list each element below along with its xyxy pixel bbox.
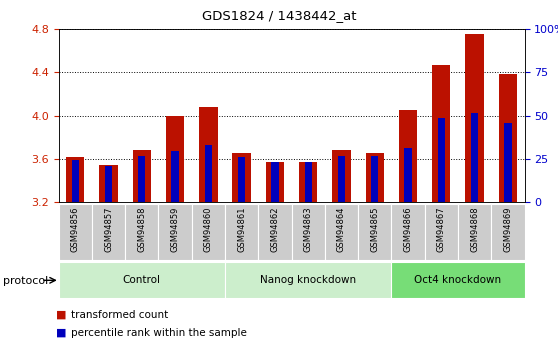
Text: GSM94867: GSM94867: [437, 206, 446, 252]
Bar: [138, 156, 146, 202]
Text: GSM94868: GSM94868: [470, 206, 479, 252]
Bar: [59, 262, 225, 298]
Bar: [171, 151, 179, 202]
Text: GSM94869: GSM94869: [503, 206, 512, 252]
Bar: [458, 204, 491, 260]
Text: GSM94858: GSM94858: [137, 206, 146, 252]
Bar: [365, 153, 384, 202]
Text: GSM94864: GSM94864: [337, 206, 346, 252]
Bar: [158, 204, 192, 260]
Bar: [465, 33, 484, 202]
Bar: [471, 113, 478, 202]
Bar: [299, 162, 318, 202]
Text: ■: ■: [56, 310, 66, 320]
Bar: [199, 107, 218, 202]
Text: GSM94862: GSM94862: [271, 206, 280, 252]
Bar: [291, 204, 325, 260]
Bar: [325, 204, 358, 260]
Text: GSM94865: GSM94865: [371, 206, 379, 252]
Text: GSM94863: GSM94863: [304, 206, 312, 252]
Bar: [205, 145, 212, 202]
Bar: [271, 162, 278, 202]
Bar: [192, 204, 225, 260]
Bar: [504, 122, 512, 202]
Text: percentile rank within the sample: percentile rank within the sample: [71, 328, 247, 338]
Bar: [358, 204, 391, 260]
Text: GSM94860: GSM94860: [204, 206, 213, 252]
Text: Oct4 knockdown: Oct4 knockdown: [415, 275, 502, 285]
Bar: [105, 166, 112, 202]
Bar: [338, 156, 345, 202]
Bar: [266, 162, 284, 202]
Bar: [233, 153, 251, 202]
Text: GSM94859: GSM94859: [171, 206, 180, 252]
Bar: [399, 110, 417, 202]
Bar: [166, 116, 184, 202]
Bar: [133, 150, 151, 202]
Bar: [499, 73, 517, 202]
Bar: [59, 204, 92, 260]
Bar: [225, 204, 258, 260]
Bar: [391, 204, 425, 260]
Bar: [333, 150, 350, 202]
Text: GSM94861: GSM94861: [237, 206, 246, 252]
Bar: [71, 160, 79, 202]
Bar: [405, 148, 412, 202]
Bar: [437, 118, 445, 202]
Bar: [491, 204, 525, 260]
Text: ■: ■: [56, 328, 66, 338]
Text: Control: Control: [123, 275, 161, 285]
Text: GDS1824 / 1438442_at: GDS1824 / 1438442_at: [202, 9, 356, 22]
Bar: [125, 204, 158, 260]
Bar: [225, 262, 391, 298]
Bar: [258, 204, 291, 260]
Bar: [425, 204, 458, 260]
Text: transformed count: transformed count: [71, 310, 169, 320]
Text: Nanog knockdown: Nanog knockdown: [260, 275, 356, 285]
Bar: [238, 157, 246, 202]
Text: GSM94856: GSM94856: [71, 206, 80, 252]
Bar: [371, 156, 378, 202]
Bar: [99, 165, 118, 202]
Bar: [92, 204, 125, 260]
Bar: [432, 65, 450, 202]
Text: GSM94857: GSM94857: [104, 206, 113, 252]
Bar: [66, 157, 84, 202]
Text: GSM94866: GSM94866: [403, 206, 412, 252]
Bar: [391, 262, 525, 298]
Text: protocol: protocol: [3, 276, 48, 286]
Bar: [305, 162, 312, 202]
